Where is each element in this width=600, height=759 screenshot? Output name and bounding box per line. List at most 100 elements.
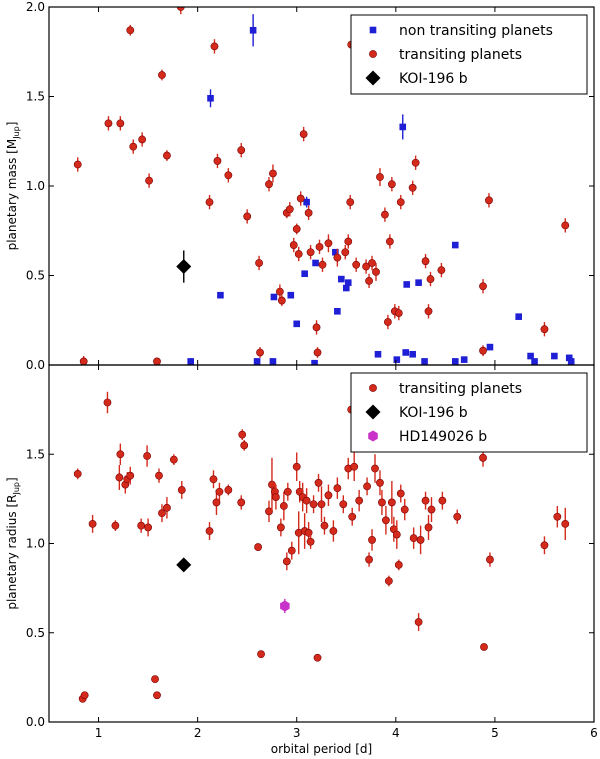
radius-circle-point [453, 512, 462, 521]
radius-circle-point [479, 453, 487, 462]
radius-legend: transiting planets KOI-196 b HD149026 b [350, 372, 588, 453]
mass-square-point [187, 358, 194, 365]
mass-circle-point [394, 309, 403, 317]
radius-circle-point [257, 650, 265, 659]
radius-diamond-point [176, 557, 192, 573]
mass-circle-point [210, 42, 219, 51]
mass-square-point [374, 350, 382, 358]
mass-circle-point [292, 225, 301, 233]
mass-circle-point [324, 239, 333, 248]
mass-data-area [73, 7, 575, 365]
radius-circle-point [237, 498, 246, 507]
mass-circle-point [372, 268, 380, 276]
radius-circle-point [240, 441, 249, 450]
radius-circle-point [396, 489, 405, 498]
mass-circle-point [385, 237, 394, 246]
mass-square-point [421, 358, 428, 365]
radius-circle-point [103, 398, 112, 407]
mass-circle-point [256, 348, 264, 357]
radius-circle-point [480, 643, 488, 651]
radius-xtick-label: 5 [491, 726, 499, 740]
radius-circle-point [421, 496, 430, 505]
radius-ytick-label: 1.0 [26, 537, 45, 551]
radius-circle-point [400, 505, 409, 514]
mass-circle-point [318, 260, 327, 269]
radius-circle-point [254, 543, 262, 551]
radius-circle-point [126, 471, 135, 480]
radius-circle-point [350, 462, 359, 471]
mass-circle-point [163, 151, 171, 160]
mass-circle-point [368, 259, 376, 267]
mass-legend: non transiting planets transiting planets… [350, 14, 588, 95]
mass-square-point [269, 358, 277, 365]
radius-xtick-label: 1 [95, 726, 103, 740]
mass-square-point [293, 320, 301, 328]
mass-circle-point [138, 135, 147, 144]
mass-circle-point [237, 146, 246, 155]
mass-legend-marker [365, 70, 381, 86]
mass-circle-point [479, 282, 487, 291]
radius-ytick-label: 0.5 [26, 626, 45, 640]
radius-legend-label: KOI-196 b [399, 405, 468, 421]
mass-series-2 [176, 250, 192, 283]
mass-square-point [217, 291, 224, 299]
mass-circle-point [396, 198, 405, 207]
mass-square-point [451, 241, 459, 249]
mass-square-point [486, 343, 494, 351]
mass-square-point [402, 349, 410, 356]
mass-circle-point [315, 242, 324, 251]
mass-circle-point [341, 248, 350, 257]
mass-square-point [403, 281, 411, 288]
radius-legend-label: transiting planets [399, 381, 522, 397]
radius-series-2 [280, 598, 290, 614]
radius-ytick-label: 1.5 [26, 447, 45, 461]
radius-xtick-label: 2 [194, 726, 202, 740]
radius-circle-point [348, 512, 357, 521]
radius-xtick-label: 6 [590, 726, 598, 740]
radius-data-area [73, 391, 570, 703]
mass-square-point [311, 359, 318, 365]
radius-ytick-label: 0.0 [26, 715, 45, 729]
mass-circle-point [561, 221, 570, 230]
radius-circle-point [292, 462, 301, 471]
mass-ylabel: planetary mass [MJup] [5, 122, 21, 251]
mass-circle-point [79, 357, 88, 365]
mass-legend-label: non transiting planets [399, 23, 553, 39]
radius-circle-point [111, 521, 120, 530]
mass-square-point [409, 350, 416, 358]
radius-circle-point [339, 500, 348, 509]
radius-circle-point [387, 498, 396, 507]
radius-circle-point [540, 541, 549, 550]
mass-square-point [270, 293, 278, 301]
mass-circle-point [116, 119, 125, 128]
mass-circle-point [126, 26, 135, 35]
mass-square-point [399, 123, 407, 131]
mass-circle-point [411, 158, 420, 167]
mass-circle-point [352, 260, 361, 269]
mass-square-point [567, 358, 575, 365]
mass-legend-label: transiting planets [399, 47, 522, 63]
radius-circle-point [282, 557, 291, 566]
radius-circle-point [438, 496, 447, 505]
radius-circle-point [384, 577, 393, 585]
mass-circle-point [265, 180, 273, 189]
radius-circle-point [561, 519, 570, 528]
radius-circle-point [324, 491, 333, 500]
mass-square-point [393, 356, 401, 363]
radius-circle-point [143, 452, 151, 460]
radius-legend-label: HD149026 b [399, 429, 487, 445]
mass-circle-point [485, 196, 493, 205]
radius-circle-point [238, 430, 247, 439]
mass-circle-point [205, 198, 214, 207]
radius-legend-marker [368, 430, 378, 442]
radius-circle-point [169, 455, 178, 464]
mass-circle-point [346, 198, 355, 207]
radius-circle-point [151, 675, 159, 684]
radius-circle-point [553, 512, 562, 521]
radius-circle-point [427, 505, 436, 514]
radius-circle-point [365, 555, 373, 564]
mass-circle-point [296, 194, 305, 203]
radius-circle-point [155, 471, 163, 480]
radius-circle-point [177, 486, 186, 494]
